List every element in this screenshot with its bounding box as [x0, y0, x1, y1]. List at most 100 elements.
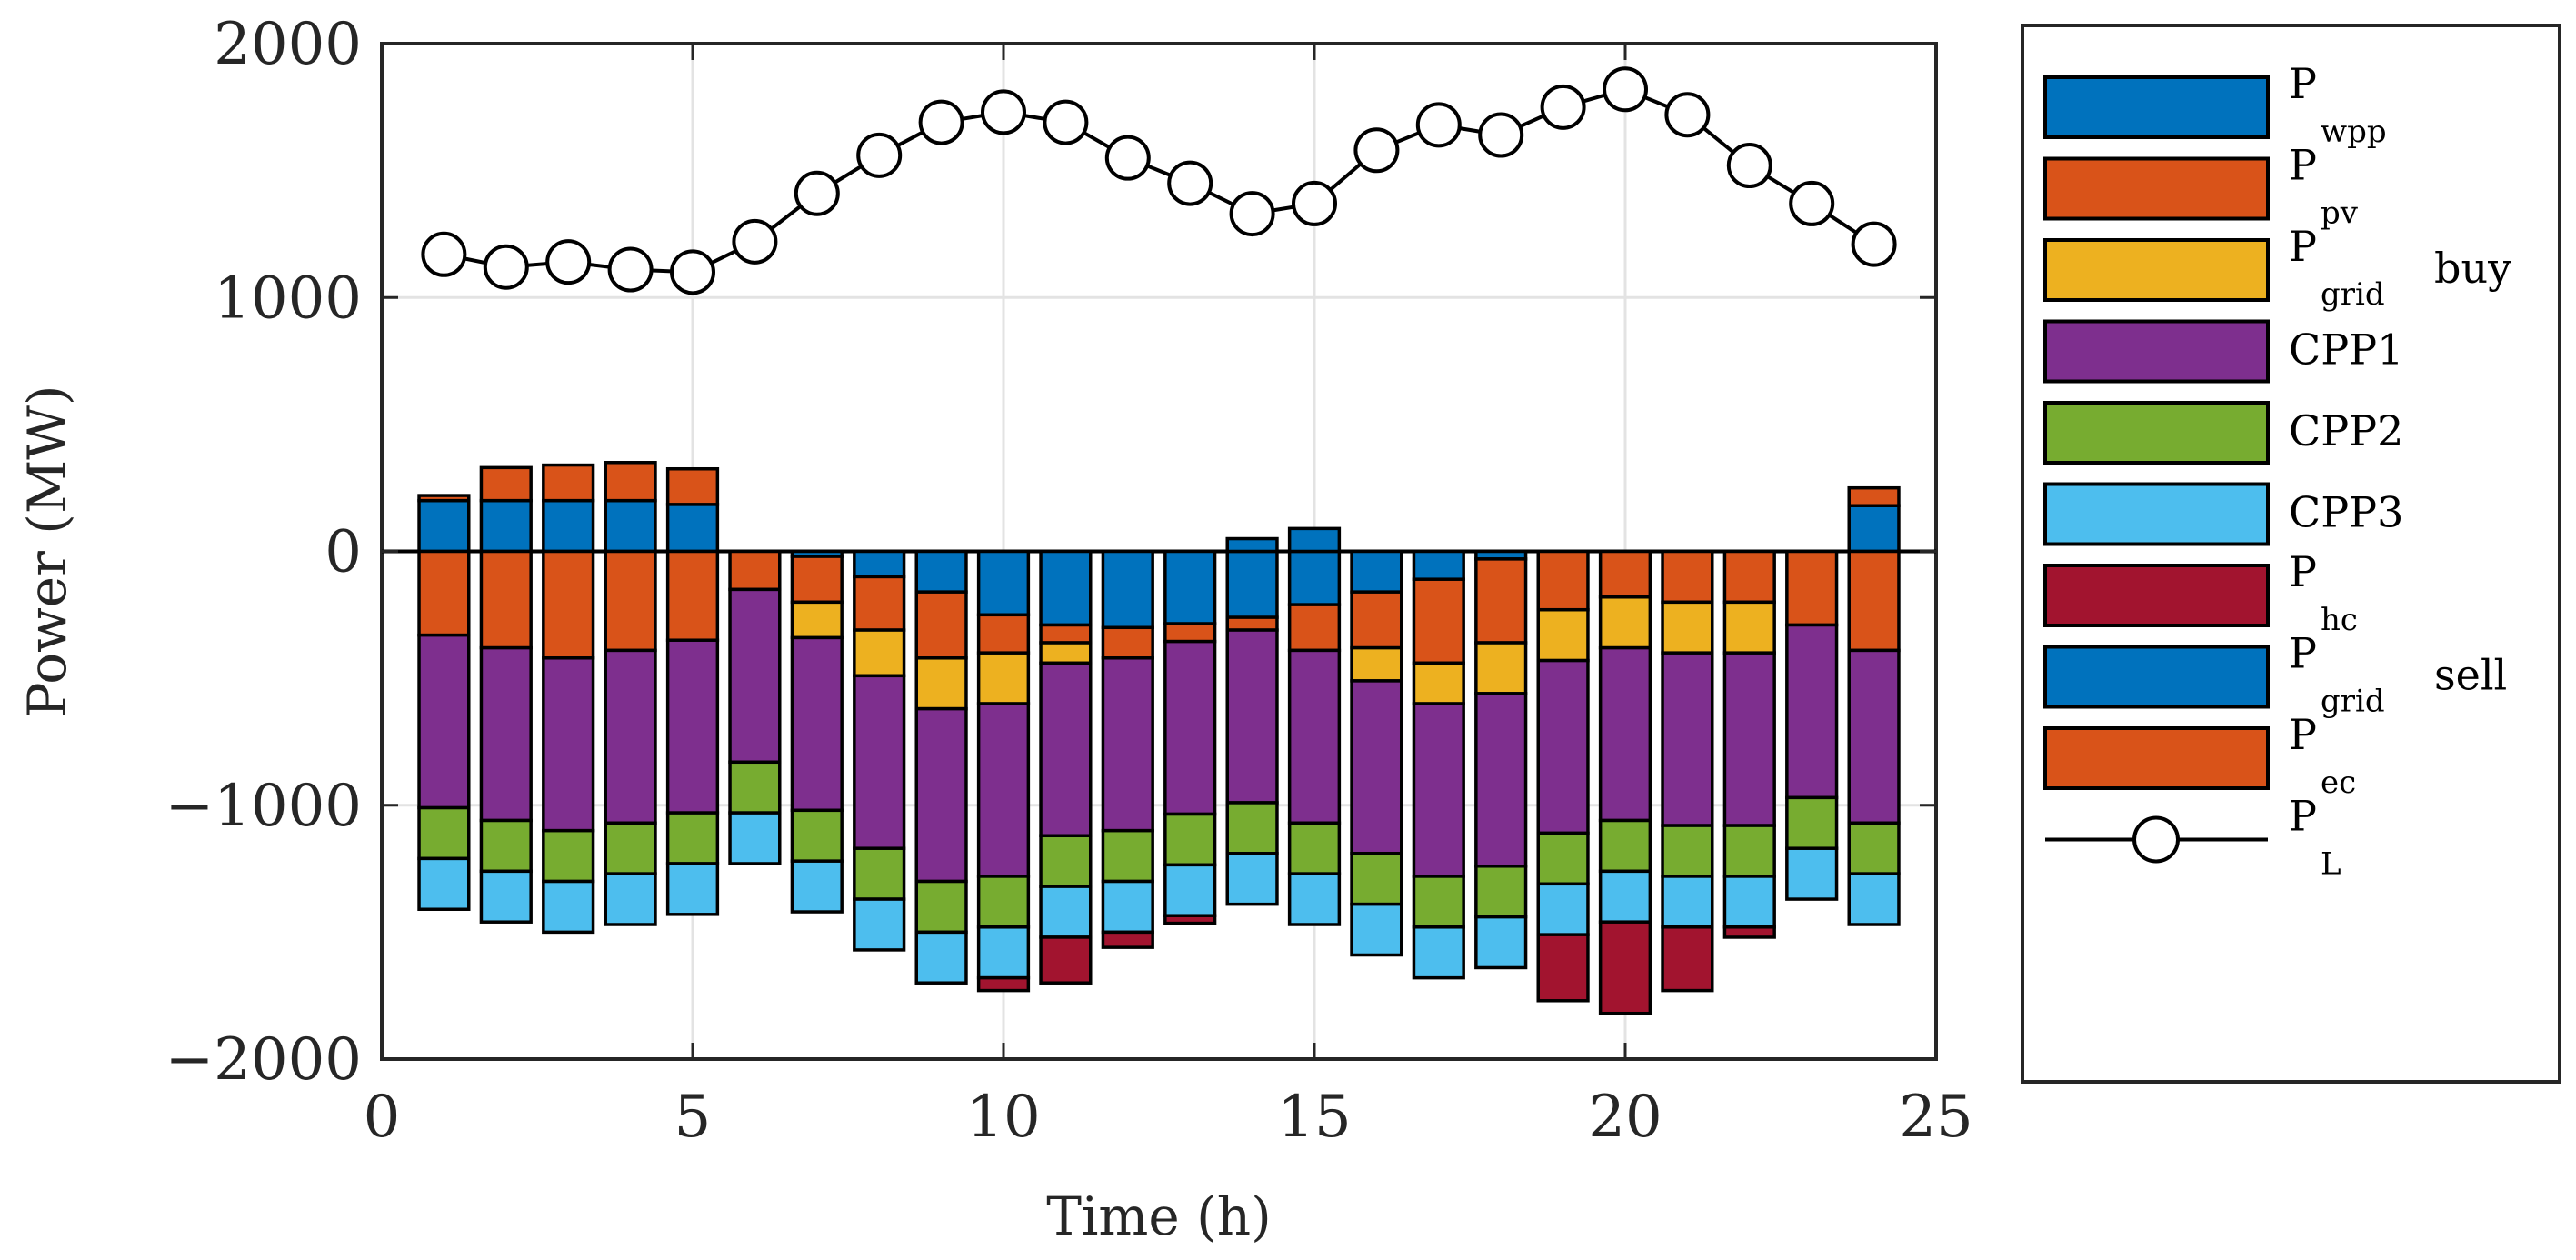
legend-label-cpp1: CPP1 [2289, 325, 2403, 375]
legend-swatch-p-grid-buy [2043, 238, 2270, 302]
bar-cpp1-h22 [1722, 651, 1776, 827]
bar-cpp2-h15 [1287, 821, 1342, 875]
bar-cpp1-h18 [1474, 692, 1528, 868]
bar-cpp2-h5 [665, 811, 720, 865]
bar-p-grid-buy-h8 [853, 628, 906, 678]
legend-swatch-p-pv [2043, 156, 2270, 221]
bar-p-grid-buy-h10 [976, 651, 1031, 705]
bar-p-wpp-h11 [1039, 549, 1093, 627]
legend-label-p-ec: P [2289, 710, 2317, 759]
bar-cpp1-h1 [417, 633, 471, 810]
legend-swatch-p-ec [2043, 726, 2270, 790]
legend-label-p-wpp: P [2289, 59, 2317, 108]
load-point-h1 [421, 231, 467, 277]
bar-p-pv-h12 [1101, 625, 1154, 660]
bar-cpp3-h9 [914, 930, 968, 985]
y-axis-label: Power (MW) [16, 385, 78, 718]
bar-cpp2-h9 [914, 879, 968, 935]
bar-p-pv-h14 [1225, 615, 1279, 632]
bar-p-hc-h21 [1661, 925, 1714, 993]
x-tick-label: 20 [1588, 1084, 1662, 1151]
bar-p-grid-buy-h7 [790, 600, 844, 640]
bar-cpp2-h21 [1661, 824, 1714, 878]
bar-p-pv-h8 [853, 575, 906, 632]
bar-cpp2-h7 [790, 808, 844, 863]
bar-p-wpp-h15 [1287, 549, 1342, 606]
bar-cpp2-h19 [1536, 831, 1590, 886]
bar-p-wpp-h5 [665, 503, 720, 554]
bar-cpp3-h12 [1101, 879, 1154, 935]
load-point-h7 [794, 170, 840, 216]
bar-cpp1-h23 [1785, 623, 1839, 800]
bar-cpp1-h4 [604, 648, 657, 825]
bar-p-ec-h3 [542, 463, 595, 503]
bar-p-pv-h10 [976, 613, 1031, 655]
bar-p-grid-sell-h15 [1287, 526, 1342, 554]
load-line [421, 66, 1897, 295]
load-point-h23 [1789, 180, 1835, 226]
bar-cpp3-h5 [665, 862, 720, 916]
bar-cpp1-h10 [976, 702, 1031, 878]
bar-cpp3-h24 [1847, 872, 1901, 926]
bar-p-hc-h10 [976, 975, 1031, 993]
bar-p-grid-buy-h22 [1722, 600, 1776, 655]
bar-cpp1-h13 [1163, 639, 1217, 816]
bar-p-pv-h17 [1412, 577, 1465, 665]
bar-p-pv-h6 [728, 549, 782, 592]
load-point-h8 [856, 132, 903, 178]
bar-p-pv-h1 [417, 549, 471, 637]
bar-p-grid-buy-h20 [1598, 595, 1652, 650]
load-point-h4 [607, 246, 654, 293]
bar-p-pv-h24 [1847, 549, 1901, 653]
x-tick-label: 15 [1277, 1084, 1351, 1151]
bar-cpp3-h13 [1163, 863, 1217, 917]
bar-cpp3-h8 [853, 897, 906, 952]
axis-ticks: 0 5 10 15 20 25 2000 1000 0 −1000 −2000 [165, 11, 1973, 1151]
bar-cpp2-h16 [1350, 852, 1403, 906]
bar-p-wpp-h12 [1101, 549, 1154, 630]
bar-cpp3-h22 [1722, 875, 1776, 929]
bar-cpp1-h20 [1598, 645, 1652, 823]
bar-p-hc-h13 [1163, 914, 1217, 925]
bar-p-grid-buy-h21 [1661, 600, 1714, 655]
load-point-h9 [918, 99, 964, 145]
bar-p-hc-h19 [1536, 933, 1590, 1003]
bar-cpp2-h3 [542, 828, 595, 884]
load-point-h18 [1478, 112, 1524, 158]
load-point-h10 [981, 89, 1026, 135]
bar-p-wpp-h24 [1847, 504, 1901, 554]
y-tick-label: 2000 [214, 11, 362, 78]
bar-cpp3-h7 [790, 859, 844, 914]
legend-sub-p-l: L [2321, 846, 2341, 883]
bar-p-wpp-h8 [853, 549, 906, 579]
load-point-h20 [1603, 66, 1648, 113]
bar-cpp2-h10 [976, 875, 1031, 929]
bars [417, 461, 1901, 1015]
legend-label-p-hc: P [2289, 547, 2317, 596]
bar-cpp2-h8 [853, 846, 906, 901]
bar-cpp2-h22 [1722, 824, 1776, 878]
x-tick-label: 25 [1899, 1084, 1972, 1151]
bar-cpp1-h2 [479, 645, 533, 823]
bar-p-pv-h20 [1598, 549, 1652, 599]
x-axis-label: Time (h) [1046, 1185, 1272, 1247]
legend-sub-p-pv: pv [2321, 195, 2359, 232]
load-point-h15 [1292, 180, 1337, 226]
x-tick-label: 5 [674, 1084, 712, 1151]
bar-p-hc-h11 [1039, 935, 1093, 985]
bar-cpp3-h11 [1039, 885, 1093, 939]
bar-p-pv-h19 [1536, 549, 1590, 612]
bar-cpp1-h16 [1350, 679, 1403, 855]
bar-p-grid-buy-h9 [914, 656, 968, 711]
bar-p-pv-h15 [1287, 603, 1342, 653]
bar-p-wpp-h16 [1350, 549, 1403, 594]
x-tick-label: 0 [364, 1084, 401, 1151]
bar-p-pv-h3 [542, 549, 595, 660]
bar-p-wpp-h1 [417, 498, 471, 554]
bar-p-grid-buy-h18 [1474, 641, 1528, 695]
bar-p-ec-h1 [417, 494, 471, 503]
bar-cpp3-h3 [542, 879, 595, 935]
legend-marker-p-l [2132, 815, 2180, 864]
x-tick-label: 10 [966, 1084, 1040, 1151]
load-point-h11 [1043, 99, 1089, 145]
